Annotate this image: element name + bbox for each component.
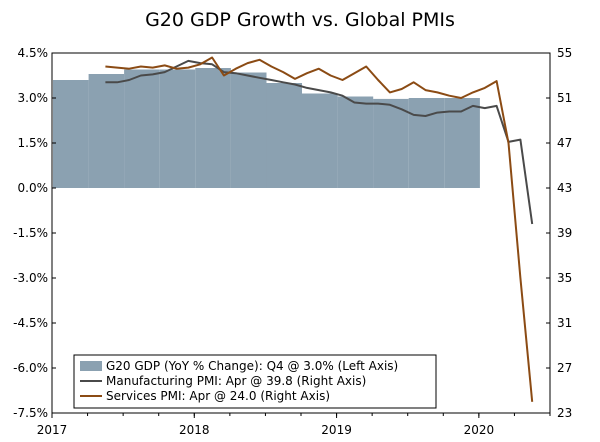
x-tick-label-1: 2018: [179, 423, 210, 437]
gdp-bars: [53, 68, 480, 188]
right-tick-label-1: 51: [557, 91, 572, 105]
gdp-bar-11: [444, 98, 480, 188]
gdp-bar-8: [337, 96, 374, 188]
gdp-bar-1: [88, 74, 125, 188]
left-tick-label-6: -4.5%: [13, 316, 48, 330]
left-tick-label-7: -6.0%: [13, 361, 48, 375]
x-tick-label-0: 2017: [37, 423, 68, 437]
gdp-bar-5: [230, 72, 267, 188]
legend-label-0: G20 GDP (YoY % Change): Q4 @ 3.0% (Left …: [106, 359, 398, 373]
x-axis: 2017 2018 2019 2020: [37, 413, 551, 437]
left-tick-label-3: 0.0%: [18, 181, 49, 195]
pmi-lines: [105, 56, 534, 402]
right-tick-label-5: 35: [557, 271, 572, 285]
left-tick-label-2: 1.5%: [18, 136, 49, 150]
right-tick-label-8: 23: [557, 406, 572, 420]
left-tick-label-4: -1.5%: [13, 226, 48, 240]
right-axis: 55 51 47 43 39 35 31 27 23: [546, 46, 572, 420]
gdp-bar-0: [53, 80, 89, 188]
right-tick-label-6: 31: [557, 316, 572, 330]
right-tick-label-2: 47: [557, 136, 572, 150]
legend-label-2: Services PMI: Apr @ 24.0 (Right Axis): [106, 389, 330, 403]
right-tick-label-0: 55: [557, 46, 572, 60]
left-tick-label-0: 4.5%: [18, 46, 49, 60]
gdp-bar-3: [159, 69, 196, 188]
legend-swatch-gdp: [80, 361, 102, 371]
legend: G20 GDP (YoY % Change): Q4 @ 3.0% (Left …: [73, 354, 437, 409]
gdp-bar-2: [124, 69, 160, 188]
services-pmi-line: [105, 56, 534, 402]
right-tick-label-7: 27: [557, 361, 572, 375]
x-tick-label-2: 2019: [321, 423, 352, 437]
gdp-bar-4: [195, 68, 231, 188]
right-tick-label-3: 43: [557, 181, 572, 195]
manufacturing-pmi-line: [105, 59, 534, 225]
legend-box: [73, 354, 437, 409]
right-tick-label-4: 39: [557, 226, 572, 240]
left-tick-label-1: 3.0%: [18, 91, 49, 105]
x-tick-label-3: 2020: [464, 423, 495, 437]
left-tick-label-8: -7.5%: [13, 406, 48, 420]
gdp-bar-9: [373, 98, 409, 188]
legend-label-1: Manufacturing PMI: Apr @ 39.8 (Right Axi…: [106, 374, 366, 388]
gdp-bar-6: [266, 83, 302, 188]
left-tick-label-5: -3.0%: [13, 271, 48, 285]
chart-title: G20 GDP Growth vs. Global PMIs: [145, 9, 455, 31]
left-axis: 4.5% 3.0% 1.5% 0.0% -1.5% -3.0% -4.5% -6.0% -7.5…: [13, 46, 56, 420]
gdp-bar-7: [302, 93, 338, 188]
